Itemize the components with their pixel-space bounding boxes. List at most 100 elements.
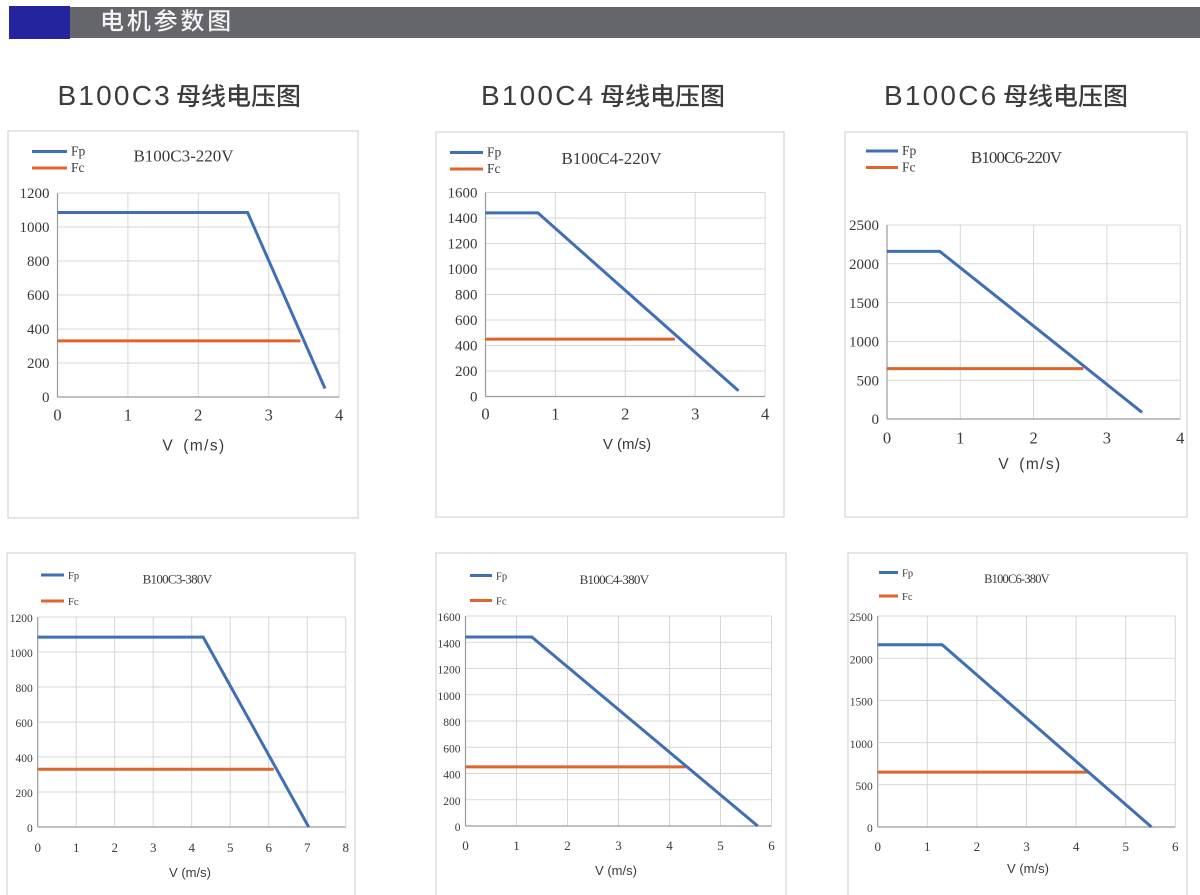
svg-text:0: 0 <box>481 405 489 424</box>
svg-text:V (m/s): V (m/s) <box>1007 861 1049 876</box>
svg-text:2: 2 <box>194 406 202 425</box>
svg-text:400: 400 <box>27 322 50 338</box>
svg-text:2500: 2500 <box>849 218 879 234</box>
svg-text:1200: 1200 <box>10 613 33 625</box>
svg-text:1: 1 <box>551 405 559 424</box>
svg-text:0: 0 <box>27 823 33 835</box>
svg-text:Fc: Fc <box>902 592 913 603</box>
svg-text:0: 0 <box>867 823 873 835</box>
svg-text:600: 600 <box>27 288 50 304</box>
svg-text:1400: 1400 <box>448 211 478 227</box>
svg-text:4: 4 <box>1073 839 1080 854</box>
svg-text:7: 7 <box>304 840 311 855</box>
svg-text:1: 1 <box>73 840 80 855</box>
svg-text:8: 8 <box>342 840 349 855</box>
svg-text:B100C3-380V: B100C3-380V <box>143 572 213 587</box>
svg-text:Fc: Fc <box>68 597 79 608</box>
svg-text:0: 0 <box>455 822 461 834</box>
svg-text:500: 500 <box>857 373 880 389</box>
svg-text:1000: 1000 <box>20 220 50 236</box>
svg-text:2000: 2000 <box>849 257 879 273</box>
svg-text:Fp: Fp <box>902 143 917 158</box>
svg-text:1500: 1500 <box>849 296 879 312</box>
svg-text:4: 4 <box>761 405 769 424</box>
svg-text:500: 500 <box>855 781 873 793</box>
svg-text:1000: 1000 <box>850 739 873 751</box>
svg-text:1600: 1600 <box>448 186 478 202</box>
svg-text:V (m/s): V (m/s) <box>169 865 211 880</box>
svg-text:2500: 2500 <box>850 612 873 624</box>
svg-text:4: 4 <box>1176 429 1184 448</box>
svg-text:B100C6: B100C6 <box>884 80 998 111</box>
svg-text:800: 800 <box>455 288 478 304</box>
svg-text:4: 4 <box>335 406 343 425</box>
svg-text:200: 200 <box>15 788 33 800</box>
svg-text:3: 3 <box>615 838 622 853</box>
svg-text:2: 2 <box>974 839 981 854</box>
svg-text:Fp: Fp <box>68 571 79 582</box>
svg-text:0: 0 <box>874 839 881 854</box>
svg-text:Fp: Fp <box>487 145 502 160</box>
svg-text:0: 0 <box>470 390 478 406</box>
svg-text:400: 400 <box>15 753 33 765</box>
svg-text:2: 2 <box>621 405 629 424</box>
svg-text:1200: 1200 <box>448 237 478 253</box>
svg-text:3: 3 <box>1023 839 1030 854</box>
svg-text:1500: 1500 <box>850 697 873 709</box>
svg-text:2: 2 <box>111 840 118 855</box>
svg-text:2: 2 <box>1029 429 1037 448</box>
svg-text:Fc: Fc <box>902 160 916 175</box>
svg-text:1000: 1000 <box>10 648 33 660</box>
svg-text:3: 3 <box>150 840 157 855</box>
svg-text:1000: 1000 <box>849 335 879 351</box>
svg-text:3: 3 <box>265 406 273 425</box>
svg-text:0: 0 <box>872 412 880 428</box>
svg-text:600: 600 <box>443 744 461 756</box>
svg-text:5: 5 <box>227 840 234 855</box>
svg-text:Fc: Fc <box>496 597 507 608</box>
svg-text:1200: 1200 <box>438 665 461 677</box>
svg-text:2: 2 <box>564 838 571 853</box>
svg-text:V (m/s): V (m/s) <box>162 438 225 455</box>
svg-text:0: 0 <box>883 429 891 448</box>
svg-text:1000: 1000 <box>448 262 478 278</box>
svg-text:Fp: Fp <box>496 572 507 583</box>
svg-text:800: 800 <box>443 717 461 729</box>
svg-text:Fp: Fp <box>71 144 86 159</box>
svg-text:Fp: Fp <box>902 569 913 580</box>
svg-text:1: 1 <box>924 839 931 854</box>
svg-text:3: 3 <box>1103 429 1111 448</box>
svg-text:0: 0 <box>34 840 41 855</box>
svg-text:6: 6 <box>1172 839 1179 854</box>
svg-text:V (m/s): V (m/s) <box>998 456 1061 473</box>
svg-text:Fc: Fc <box>487 161 501 176</box>
svg-text:2000: 2000 <box>850 654 873 666</box>
svg-text:1000: 1000 <box>438 691 461 703</box>
svg-text:1: 1 <box>124 406 132 425</box>
svg-text:1200: 1200 <box>20 186 50 202</box>
svg-text:800: 800 <box>15 683 33 695</box>
svg-text:1: 1 <box>956 429 964 448</box>
svg-text:400: 400 <box>455 339 478 355</box>
svg-text:1600: 1600 <box>438 612 461 624</box>
svg-text:6: 6 <box>768 838 775 853</box>
svg-text:5: 5 <box>1122 839 1129 854</box>
svg-text:V (m/s): V (m/s) <box>603 436 651 453</box>
svg-text:B100C6-380V: B100C6-380V <box>984 572 1050 586</box>
svg-text:6: 6 <box>265 840 272 855</box>
svg-text:4: 4 <box>188 840 195 855</box>
svg-text:4: 4 <box>666 838 673 853</box>
svg-text:0: 0 <box>53 406 61 425</box>
svg-text:1400: 1400 <box>438 639 461 651</box>
svg-text:Fc: Fc <box>71 160 85 175</box>
svg-text:400: 400 <box>443 770 461 782</box>
svg-text:B100C3-220V: B100C3-220V <box>133 147 234 166</box>
svg-text:800: 800 <box>27 254 50 270</box>
svg-text:B100C4-220V: B100C4-220V <box>561 149 662 168</box>
svg-text:1: 1 <box>513 838 520 853</box>
svg-text:5: 5 <box>717 838 724 853</box>
svg-text:0: 0 <box>462 838 469 853</box>
svg-text:200: 200 <box>27 356 50 372</box>
svg-text:B100C3: B100C3 <box>58 80 172 111</box>
svg-text:0: 0 <box>42 390 50 406</box>
